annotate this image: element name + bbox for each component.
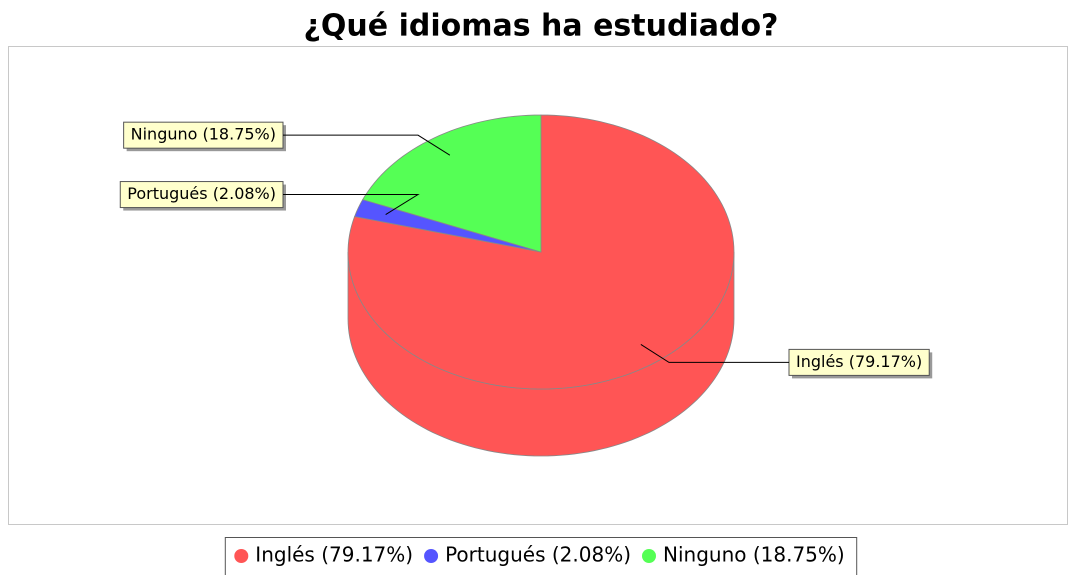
- pie-label: Ninguno (18.75%): [123, 121, 451, 156]
- pie-label-text: Portugués (2.08%): [127, 184, 276, 203]
- pie-label: Portugués (2.08%): [119, 181, 420, 215]
- legend-marker: [424, 549, 439, 563]
- label-leader: [283, 194, 420, 215]
- legend-label: Portugués (2.08%): [445, 543, 631, 567]
- pie-slice: [362, 114, 542, 253]
- legend-label: Ninguno (18.75%): [663, 543, 845, 567]
- legend-marker: [642, 549, 656, 563]
- legend-marker: [234, 549, 249, 563]
- legend-label: Inglés (79.17%): [255, 543, 413, 567]
- label-leader: [640, 343, 789, 363]
- pie-label-text: Ninguno (18.75%): [131, 125, 276, 144]
- label-leader: [283, 134, 451, 156]
- pie-label-text: Inglés (79.17%): [796, 352, 922, 371]
- pie-label: Inglés (79.17%): [640, 343, 933, 379]
- legend: Inglés (79.17%) Portugués (2.08%) Ninguno …: [224, 537, 858, 575]
- chart-title: ¿Qué idiomas ha estudiado?: [304, 9, 779, 44]
- label-box: [788, 348, 930, 376]
- legend-box: [224, 537, 858, 575]
